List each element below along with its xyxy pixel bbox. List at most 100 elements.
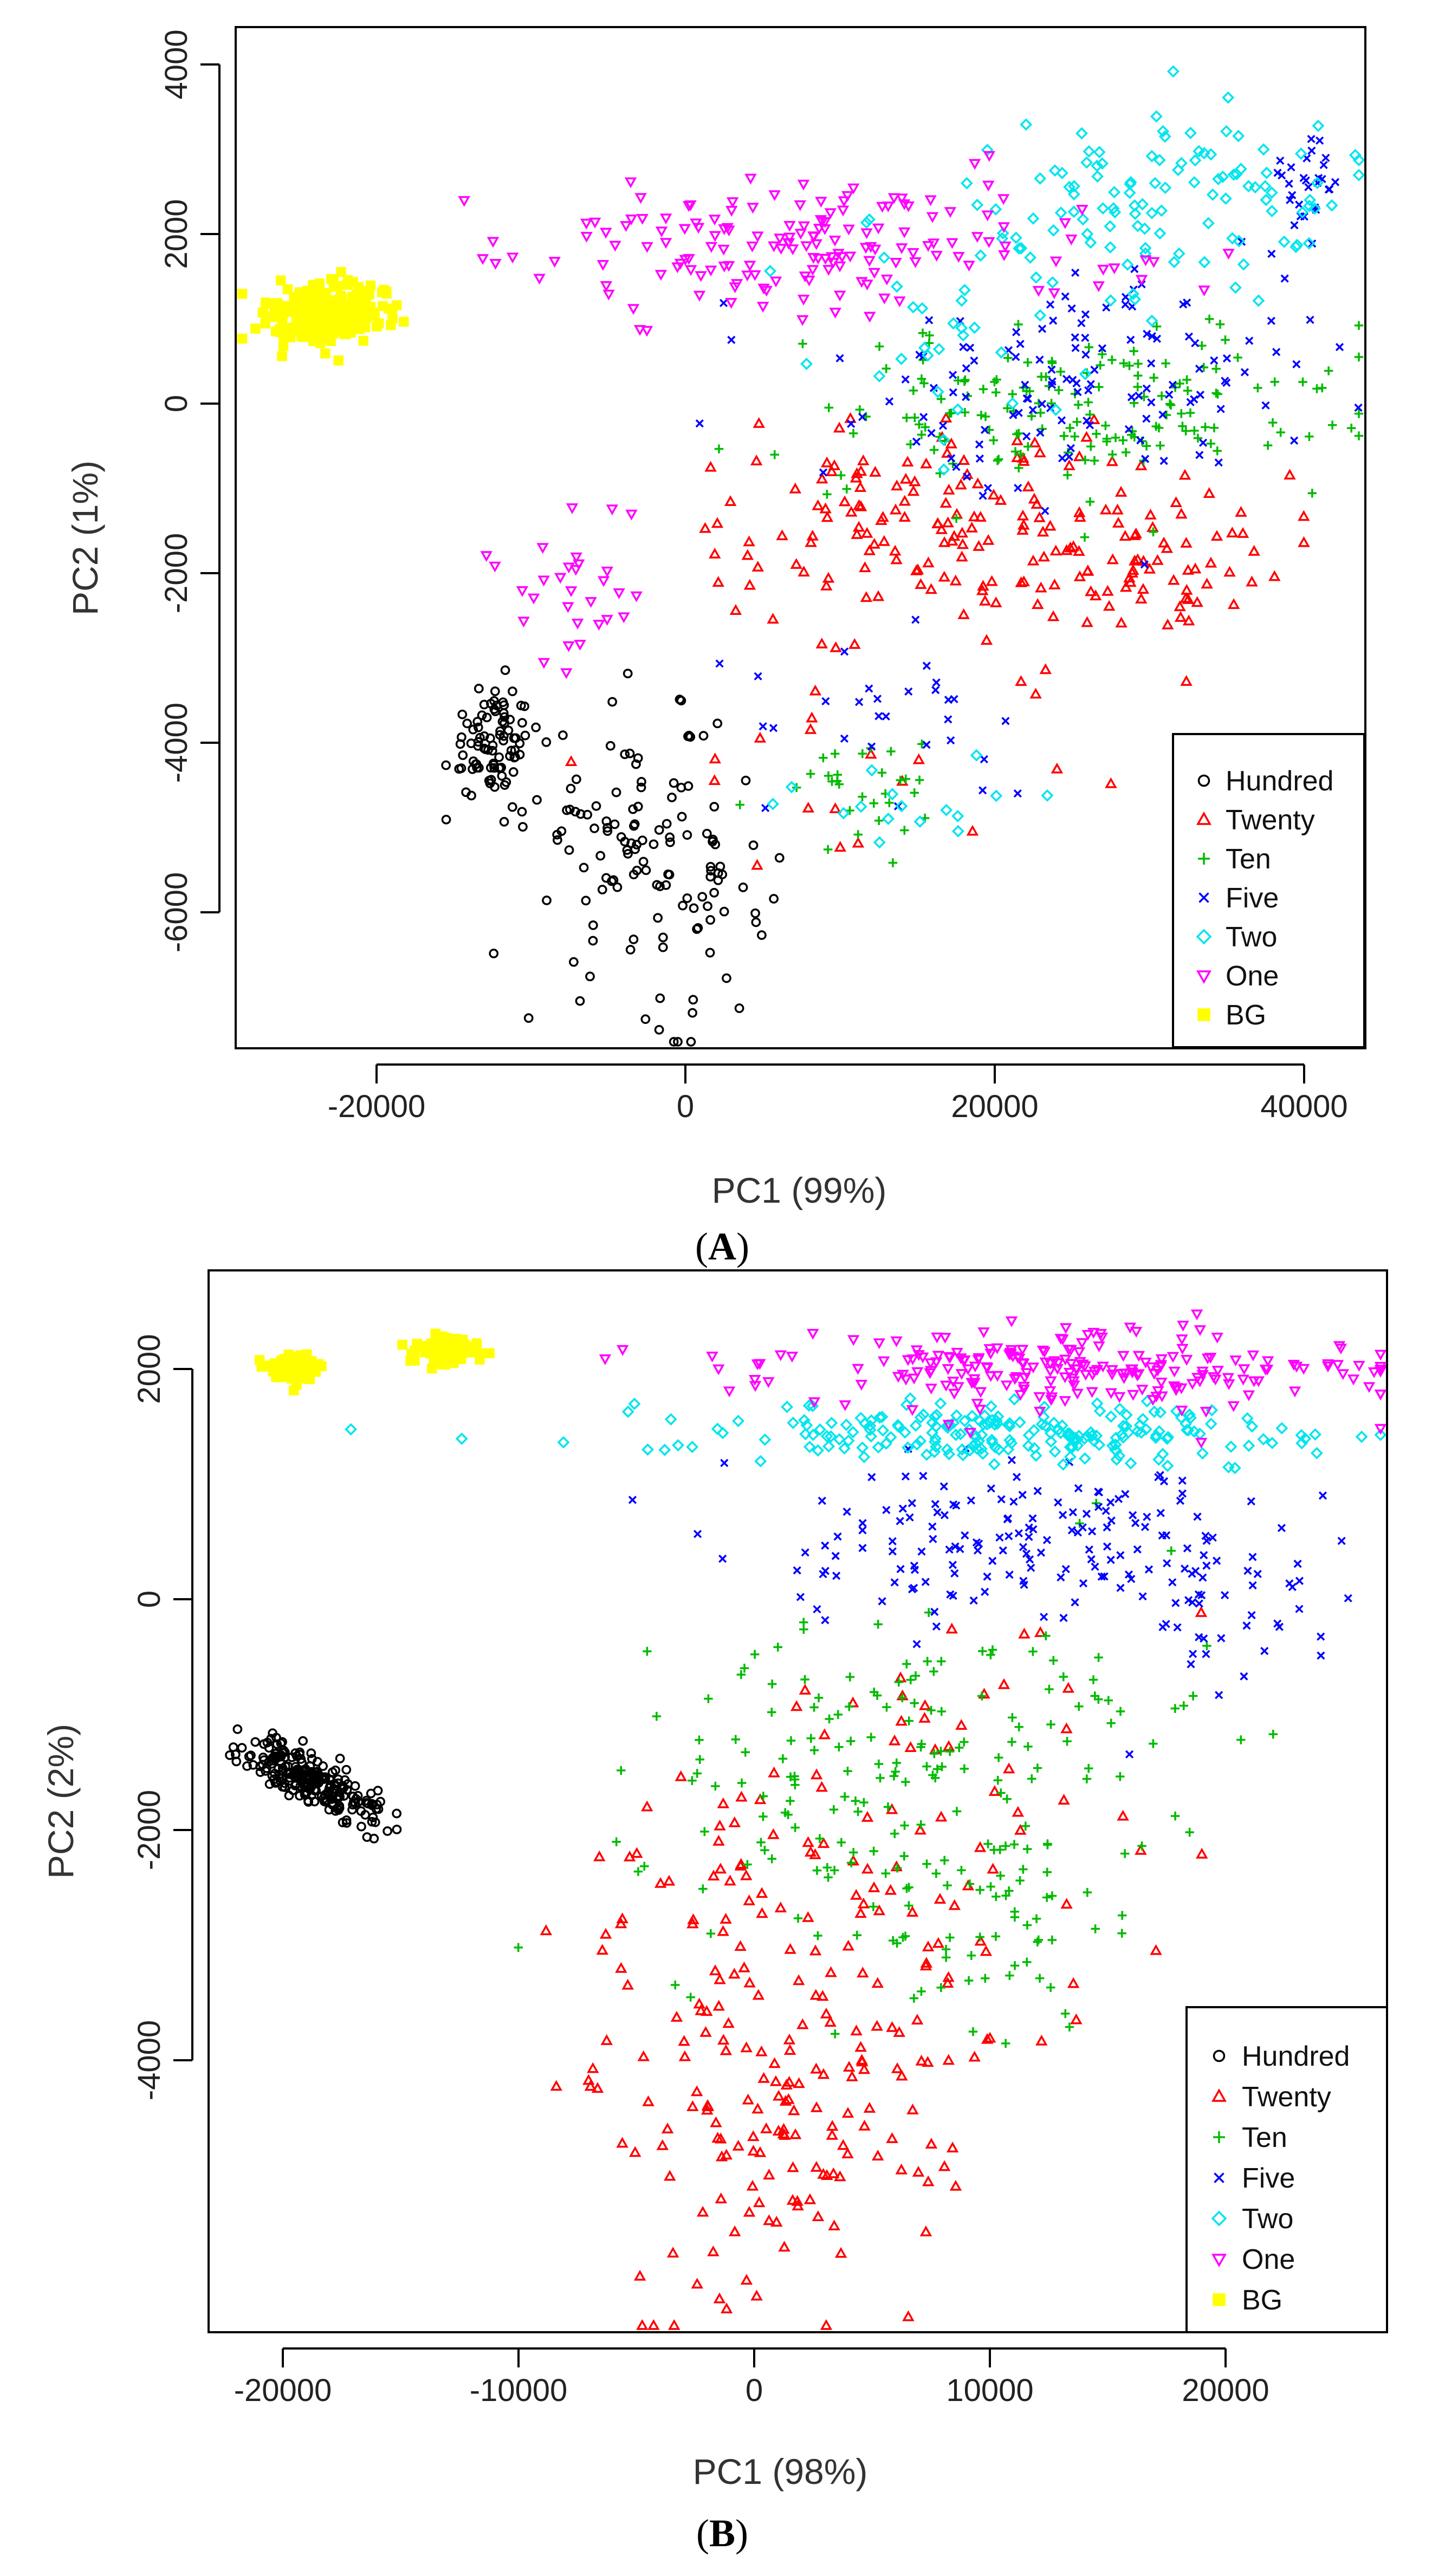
point-one	[749, 1381, 762, 1392]
point-ten	[740, 1663, 749, 1673]
point-one	[839, 1400, 852, 1411]
point-twenty	[1204, 556, 1217, 568]
panel-a-x-tick-label: 20000	[951, 1089, 1038, 1124]
point-hundred	[264, 1779, 275, 1789]
point-hundred	[271, 1748, 281, 1759]
point-five	[1335, 343, 1344, 352]
point-hundred	[713, 875, 723, 885]
point-one	[944, 207, 957, 218]
point-five	[1198, 438, 1208, 447]
point-twenty	[912, 753, 925, 764]
point-hundred	[250, 1737, 261, 1747]
legend-item-two: Two	[1211, 2203, 1293, 2235]
point-bg	[321, 288, 332, 298]
point-bg	[323, 306, 334, 316]
point-twenty	[722, 2017, 735, 2028]
point-one	[969, 1361, 982, 1373]
point-five	[1276, 156, 1285, 165]
point-two	[1091, 170, 1104, 183]
point-five	[1036, 429, 1045, 437]
point-one	[1105, 1388, 1118, 1399]
point-two	[1131, 219, 1144, 232]
point-two	[1067, 187, 1080, 200]
point-twenty	[809, 1848, 821, 1859]
point-ten	[910, 413, 919, 423]
point-one	[991, 1371, 1004, 1382]
point-twenty	[867, 1881, 880, 1892]
point-twenty	[853, 499, 865, 510]
point-one	[968, 159, 981, 170]
point-one	[863, 256, 876, 267]
point-hundred	[356, 1806, 366, 1816]
point-one	[1288, 1386, 1301, 1398]
point-ten	[815, 1834, 825, 1844]
point-one	[855, 1379, 868, 1391]
legend-label-two: Two	[1242, 2203, 1293, 2235]
point-ten	[1233, 353, 1242, 362]
point-one	[1036, 1345, 1049, 1357]
point-twenty	[1227, 598, 1240, 609]
point-one	[1051, 1364, 1064, 1375]
point-one	[585, 597, 597, 608]
point-ten	[918, 328, 928, 338]
point-twenty	[751, 561, 764, 572]
point-five	[1130, 264, 1139, 274]
panel-a-x-tick-label: -20000	[328, 1089, 426, 1124]
panel-b-y-tick-label: -2000	[132, 1790, 167, 1870]
point-ten	[1080, 533, 1090, 542]
point-ten	[1215, 320, 1225, 329]
point-twenty	[783, 2044, 796, 2055]
legend-label-bg: BG	[1242, 2285, 1282, 2316]
point-twenty	[763, 2214, 775, 2225]
point-twenty	[1031, 598, 1044, 609]
point-one	[1086, 1387, 1098, 1398]
point-twenty	[1115, 617, 1128, 628]
point-one	[907, 248, 919, 259]
point-five	[1261, 401, 1270, 410]
point-five	[1107, 1516, 1116, 1525]
point-ten	[1165, 399, 1175, 408]
point-ten	[836, 471, 846, 480]
point-two	[986, 1436, 999, 1449]
point-ten	[896, 775, 905, 785]
point-hundred	[531, 722, 541, 732]
point-twenty	[1151, 554, 1164, 565]
point-one	[476, 254, 489, 265]
point-two	[864, 1423, 877, 1436]
point-ten	[698, 1884, 708, 1893]
point-two	[1129, 207, 1142, 220]
point-ten	[1088, 1675, 1098, 1684]
point-five	[1049, 316, 1058, 325]
point-ten	[848, 1848, 858, 1857]
point-twenty	[856, 2054, 868, 2065]
point-hundred	[479, 743, 489, 754]
point-ten	[790, 1823, 800, 1832]
point-ten	[714, 444, 724, 453]
point-ten	[851, 1796, 860, 1806]
point-two	[1008, 1393, 1021, 1406]
point-five	[813, 1605, 821, 1614]
point-ten	[1354, 431, 1364, 440]
point-two	[988, 1458, 1001, 1471]
point-two	[1257, 1433, 1270, 1446]
point-twenty	[886, 2132, 898, 2143]
point-twenty	[893, 2026, 905, 2037]
point-hundred	[654, 1024, 664, 1035]
point-hundred	[350, 1781, 360, 1791]
point-two	[971, 198, 984, 211]
point-twenty	[792, 2199, 804, 2211]
point-twenty	[982, 534, 995, 545]
point-hundred	[685, 732, 696, 742]
point-twenty	[858, 2119, 871, 2131]
point-twenty	[714, 1819, 726, 1831]
point-two	[1034, 309, 1047, 322]
point-ten	[1047, 1935, 1057, 1945]
point-hundred	[568, 957, 579, 967]
point-two	[902, 1441, 914, 1454]
point-five	[843, 1507, 851, 1516]
point-two	[1104, 220, 1117, 233]
series-ten	[514, 1498, 1278, 2048]
point-hundred	[482, 712, 492, 723]
point-five	[1027, 1563, 1035, 1572]
point-two	[1009, 231, 1022, 244]
